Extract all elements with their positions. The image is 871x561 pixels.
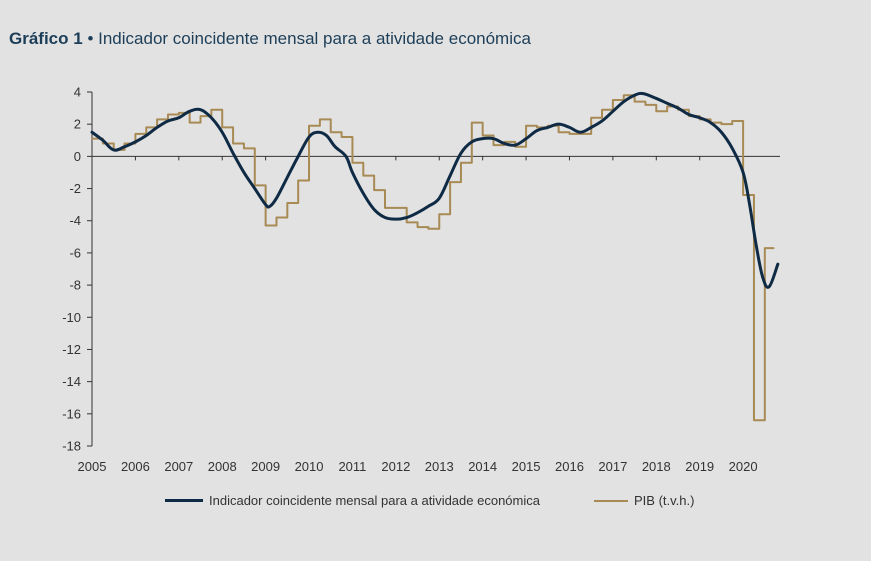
x-tick-label: 2019 bbox=[685, 459, 714, 474]
y-tick-label: -6 bbox=[69, 245, 81, 260]
y-tick-label: -4 bbox=[69, 213, 81, 228]
y-tick-label: -18 bbox=[62, 439, 81, 454]
x-tick-label: 2009 bbox=[251, 459, 280, 474]
x-tick-label: 2018 bbox=[642, 459, 671, 474]
y-tick-label: 2 bbox=[74, 117, 81, 132]
chart-title-text: Indicador coincidente mensal para a ativ… bbox=[98, 29, 531, 48]
x-tick-label: 2012 bbox=[381, 459, 410, 474]
chart-title-label: Gráfico 1 bbox=[9, 29, 83, 48]
chart-title-separator: • bbox=[87, 29, 94, 48]
y-tick-label: -12 bbox=[62, 342, 81, 357]
x-tick-label: 2016 bbox=[555, 459, 584, 474]
x-tick-label: 2017 bbox=[598, 459, 627, 474]
legend-item-gdp: PIB (t.v.h.) bbox=[594, 493, 694, 508]
chart-plot: 4 2 0 -2 -4 -6 -8 -10 -12 -14 -16 -18 2005 2006 2007 20… bbox=[62, 85, 780, 474]
x-tick-label: 2005 bbox=[78, 459, 107, 474]
x-tick-label: 2015 bbox=[512, 459, 541, 474]
x-tick-label: 2006 bbox=[121, 459, 150, 474]
y-tick-label: -14 bbox=[62, 374, 81, 389]
chart-series bbox=[90, 91, 780, 422]
y-tick-label: -8 bbox=[69, 278, 81, 293]
series-line-indicator bbox=[90, 91, 780, 289]
x-tick-label: 2007 bbox=[164, 459, 193, 474]
x-tick-label: 2011 bbox=[338, 459, 366, 474]
y-tick-label: -10 bbox=[62, 310, 81, 325]
x-tick-label: 2010 bbox=[295, 459, 324, 474]
x-tick-label: 2020 bbox=[729, 459, 758, 474]
legend-label-indicator: Indicador coincidente mensal para a ativ… bbox=[209, 493, 540, 508]
chart-legend: Indicador coincidente mensal para a ativ… bbox=[0, 493, 871, 513]
y-tick-label: 0 bbox=[74, 149, 81, 164]
chart-axes: 4 2 0 -2 -4 -6 -8 -10 -12 -14 -16 -18 2005 2006 2007 20… bbox=[62, 85, 780, 474]
series-line-gdp bbox=[91, 94, 775, 422]
x-tick-label: 2014 bbox=[468, 459, 497, 474]
legend-label-gdp: PIB (t.v.h.) bbox=[634, 493, 695, 508]
x-tick-label: 2013 bbox=[425, 459, 454, 474]
legend-item-indicator: Indicador coincidente mensal para a ativ… bbox=[165, 493, 540, 508]
y-tick-label: -16 bbox=[62, 406, 81, 421]
x-tick-label: 2008 bbox=[208, 459, 237, 474]
y-tick-label: -2 bbox=[69, 181, 81, 196]
legend-swatch-indicator bbox=[165, 499, 203, 502]
y-tick-label: 4 bbox=[74, 85, 81, 100]
chart-title: Gráfico 1 • Indicador coincidente mensal… bbox=[9, 29, 531, 49]
legend-swatch-gdp bbox=[594, 499, 628, 502]
